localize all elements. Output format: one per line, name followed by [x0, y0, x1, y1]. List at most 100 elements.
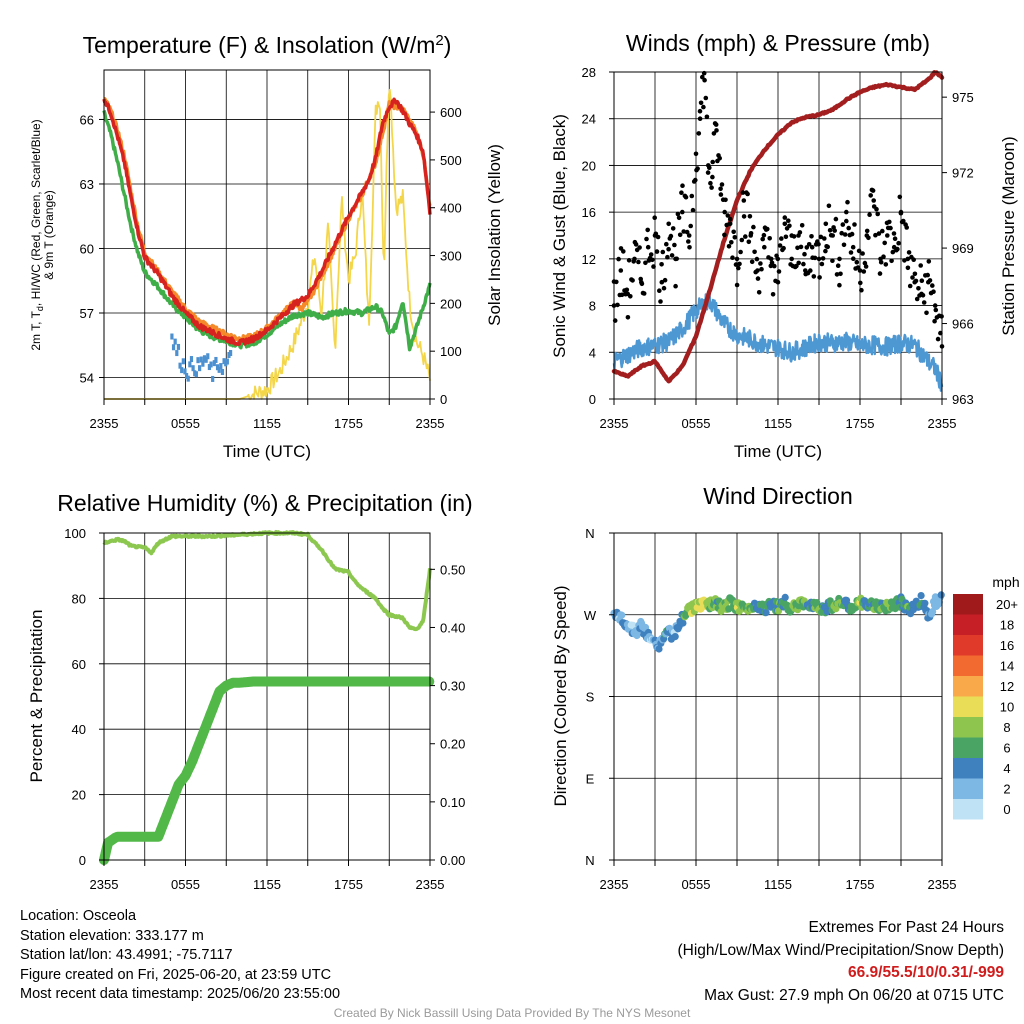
gust-point: [901, 218, 906, 224]
gust-point: [681, 229, 686, 234]
rh-gridlines: [104, 532, 430, 861]
wind-y-tick-label: 0: [589, 392, 596, 407]
speed-legend-swatch: [953, 799, 983, 820]
gust-point: [830, 258, 835, 264]
gust-point: [912, 279, 917, 285]
heat-index-mark: [220, 368, 225, 375]
wind-direction-point: [921, 599, 929, 607]
heat-index-mark: [170, 333, 174, 340]
gust-point: [930, 283, 935, 288]
extremes-title: Extremes For Past 24 Hours: [808, 919, 1004, 936]
gust-point: [654, 249, 660, 254]
gust-point: [859, 287, 864, 293]
rh-x-tick-label: 1755: [334, 877, 363, 892]
dir-tick-labels: 2355 0555 1155 1755 2355 N E S W N: [584, 526, 957, 892]
gust-point: [871, 198, 876, 203]
station-location: Location: Osceola: [20, 908, 137, 924]
gust-point: [643, 260, 648, 266]
gust-point: [850, 244, 856, 250]
gust-point: [666, 221, 671, 227]
gust-point: [657, 288, 662, 294]
rh-x-tick-label: 1155: [253, 877, 281, 892]
gust-point: [619, 292, 625, 298]
gust-point: [799, 223, 805, 228]
temp-2m-line: [102, 97, 432, 347]
gust-point: [842, 232, 848, 237]
gust-point: [822, 236, 827, 241]
gust-point: [693, 177, 698, 183]
speed-legend-swatch: [953, 778, 983, 799]
gust-point: [864, 228, 870, 234]
rh-y-tick-label: 0: [79, 853, 86, 868]
wind-x-tick-label: 1155: [764, 416, 792, 431]
gust-point: [680, 183, 685, 188]
dir-gridlines: [614, 532, 942, 861]
gust-point: [864, 233, 870, 238]
gust-point: [840, 222, 846, 227]
gust-point: [875, 211, 880, 217]
gust-point: [710, 174, 715, 180]
gust-point: [648, 252, 654, 257]
gust-point: [664, 241, 669, 247]
gust-point: [684, 229, 690, 235]
gust-point: [717, 156, 722, 161]
speed-legend-label: 4: [1003, 761, 1010, 776]
gust-point: [743, 234, 748, 239]
gust-point: [661, 285, 667, 291]
heat-index-mark: [225, 358, 229, 365]
wind-y-tick-label: 8: [589, 299, 596, 314]
gust-point: [779, 236, 784, 241]
gust-point: [697, 108, 703, 114]
heat-index-mark: [227, 352, 231, 359]
heat-index-mark: [211, 375, 215, 382]
gust-point: [849, 231, 855, 237]
rh-x-tick-label: 2355: [416, 877, 445, 892]
gust-point: [633, 242, 639, 247]
gust-point: [711, 131, 717, 136]
gust-point: [926, 279, 931, 285]
wind-x-tick-label: 1755: [846, 416, 875, 431]
gust-point: [698, 100, 704, 106]
heat-index-mark: [180, 367, 184, 374]
gust-point: [835, 263, 841, 269]
gust-point: [722, 209, 727, 215]
gust-point: [659, 262, 664, 267]
wind-y-tick-label: 16: [582, 205, 596, 220]
gust-point: [868, 193, 873, 198]
gust-point: [767, 236, 772, 241]
wind-x-tick-label: 0555: [682, 416, 711, 431]
gust-point: [704, 114, 710, 120]
max-gust: Max Gust: 27.9 mph On 06/20 at 0715 UTC: [704, 986, 1004, 1004]
speed-legend-swatch: [953, 594, 983, 615]
gust-point: [736, 265, 741, 271]
dir-y-tick-label: N: [585, 526, 594, 541]
gust-point: [844, 218, 849, 224]
gust-point: [789, 256, 794, 262]
gust-point: [795, 245, 800, 251]
gust-point: [630, 278, 635, 283]
gust-point: [856, 248, 862, 254]
gust-point: [672, 242, 677, 248]
gust-point: [905, 256, 911, 262]
temp-y-tick-label: 66: [80, 112, 94, 127]
gust-point: [931, 289, 936, 295]
speed-legend-label: 12: [1000, 679, 1014, 694]
gust-point: [618, 268, 624, 273]
gust-point: [796, 233, 801, 238]
gust-point: [798, 244, 804, 250]
heat-index-mark: [202, 355, 207, 362]
wind-direction-point: [937, 591, 945, 599]
rh-x-tick-label: 0555: [171, 877, 200, 892]
wind-y-tick-label: 12: [582, 252, 596, 267]
gust-point: [706, 163, 711, 168]
speed-color-legend: mph 20+ 18 16 14 12 10 8 6 4 2 0: [953, 574, 1020, 820]
gust-point: [673, 256, 678, 262]
gust-point: [782, 215, 788, 220]
wind-y2-axis-label: Station Pressure (Maroon): [999, 136, 1018, 335]
heat-index-mark: [215, 364, 220, 371]
gust-point: [703, 95, 709, 101]
gust-point: [820, 256, 826, 261]
gust-point: [740, 190, 746, 195]
gust-point: [924, 310, 929, 316]
